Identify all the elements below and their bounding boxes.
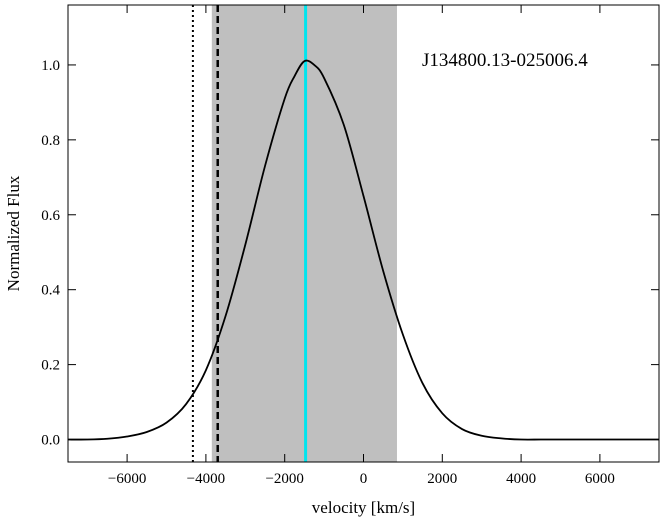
- x-tick-label: −4000: [187, 471, 225, 487]
- x-axis-title: velocity [km/s]: [312, 498, 415, 517]
- y-tick-label: 0.4: [41, 283, 60, 299]
- x-tick-label: 6000: [585, 471, 615, 487]
- x-tick-label: −2000: [265, 471, 303, 487]
- x-tick-label: −6000: [108, 471, 146, 487]
- y-axis-title: Normalized Flux: [4, 175, 23, 291]
- y-tick-label: 0.6: [41, 208, 60, 224]
- y-tick-label: 0.2: [41, 358, 60, 374]
- y-tick-label: 0.0: [41, 433, 60, 449]
- x-tick-label: 0: [360, 471, 368, 487]
- y-tick-label: 1.0: [41, 58, 60, 74]
- x-tick-label: 2000: [427, 471, 457, 487]
- y-tick-label: 0.8: [41, 133, 60, 149]
- flux-profile-line: [67, 59, 659, 441]
- x-tick-label: 4000: [506, 471, 536, 487]
- object-name-annotation: J134800.13-025006.4: [422, 50, 588, 71]
